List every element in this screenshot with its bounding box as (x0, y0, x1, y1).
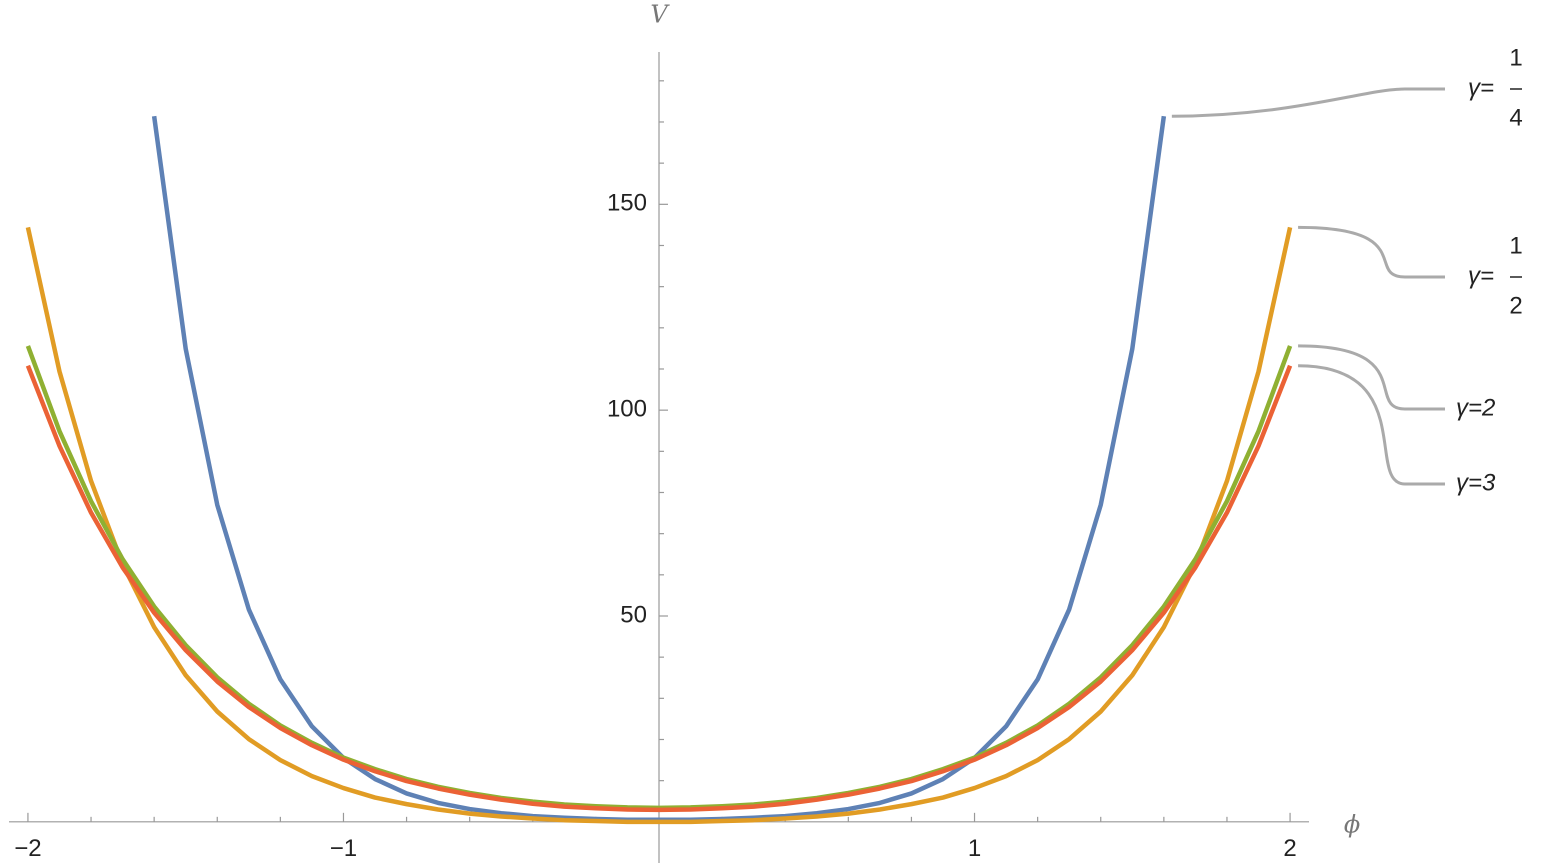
legend-numerator: 1 (1509, 232, 1522, 259)
x-tick-label: −2 (14, 835, 41, 862)
y-tick-label: 100 (607, 396, 647, 423)
y-axis-label: V (650, 1, 670, 29)
legend-denominator: 4 (1509, 104, 1522, 131)
series-line (25, 364, 1293, 813)
legend-label: γ=3 (1456, 469, 1496, 496)
y-tick-label: 50 (620, 601, 647, 628)
legend-numerator: 1 (1509, 44, 1522, 71)
label-connector (1171, 87, 1445, 118)
x-tick-label: 1 (968, 835, 981, 862)
x-tick-label: 2 (1283, 835, 1296, 862)
legend-denominator: 2 (1509, 292, 1522, 319)
legend-label: γ=2 (1456, 394, 1495, 421)
x-tick-label: −1 (330, 835, 357, 862)
legend-label: γ= (1468, 262, 1494, 289)
legend-label: γ= (1468, 74, 1494, 101)
label-connector (1298, 225, 1445, 279)
y-tick-label: 150 (607, 190, 647, 217)
label-connector (1298, 364, 1445, 486)
series-line (25, 226, 1293, 825)
x-axis-label: ϕ (1344, 811, 1360, 839)
label-connector (1298, 344, 1445, 411)
